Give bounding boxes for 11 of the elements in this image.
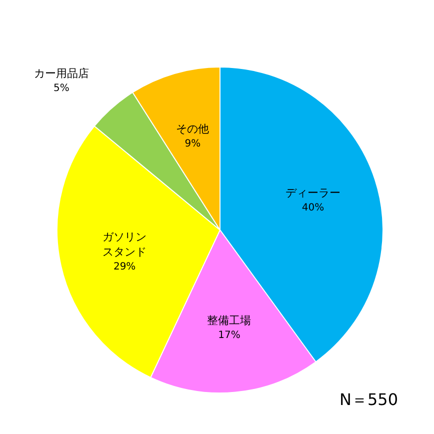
data-label: 40% <box>302 202 324 213</box>
slice-label: ガソリンスタンド <box>102 230 147 258</box>
slice-label: 整備工場 <box>207 313 252 326</box>
data-label: 9% <box>184 138 201 150</box>
data-label: 29% <box>113 260 136 272</box>
slice-label: その他 <box>176 122 210 136</box>
data-label: 5% <box>53 82 70 94</box>
slice-label: ディーラー <box>286 186 341 199</box>
slice-label: カー用品店 <box>34 66 89 80</box>
data-label: 17% <box>218 329 240 340</box>
text: N＝550 <box>339 390 398 409</box>
